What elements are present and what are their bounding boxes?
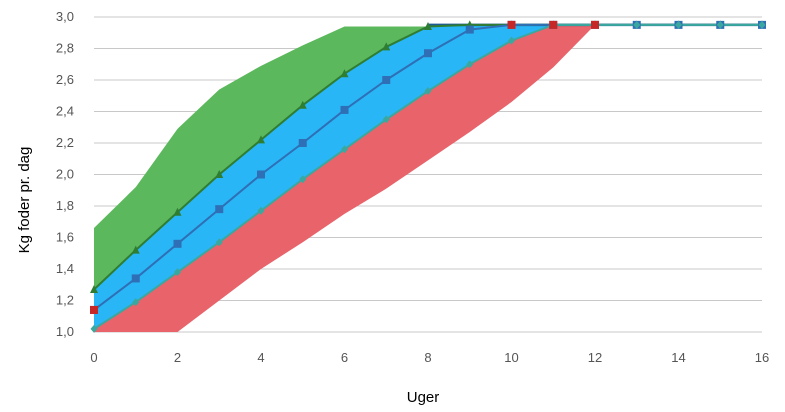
data-point	[131, 245, 140, 254]
data-point	[508, 36, 515, 45]
data-point	[424, 49, 432, 58]
series-markers	[90, 20, 766, 333]
data-point	[675, 20, 682, 29]
data-point	[633, 20, 641, 29]
data-point	[90, 324, 98, 333]
data-point	[382, 115, 390, 124]
data-point	[758, 20, 766, 29]
tick-labels: 1,0 1,2 1,4 1,6 1,8 2,0 2,2 2,4 2,6 2,8 3,0 0 2 4 6 8 10…	[56, 9, 769, 365]
x-axis-title: Uger	[407, 389, 440, 406]
data-point	[132, 298, 140, 307]
data-point	[215, 238, 223, 247]
data-point	[215, 205, 224, 214]
x-tick-label: 16	[755, 350, 769, 365]
y-tick-label: 2,8	[56, 41, 74, 56]
data-point	[549, 20, 558, 29]
y-tick-label: 2,0	[56, 167, 74, 182]
data-point	[298, 139, 307, 147]
data-point	[591, 20, 599, 29]
y-tick-label: 1,4	[56, 261, 74, 276]
data-point	[90, 305, 98, 314]
data-point	[174, 268, 181, 277]
data-point	[257, 135, 265, 144]
range-band	[94, 24, 595, 332]
data-point	[299, 175, 307, 184]
y-tick-label: 1,6	[56, 230, 74, 245]
x-tick-label: 4	[257, 350, 264, 365]
data-point	[507, 20, 516, 29]
data-point	[131, 274, 140, 283]
y-tick-label: 1,2	[56, 293, 74, 308]
y-tick-label: 2,2	[56, 135, 74, 150]
y-tick-label: 3,0	[56, 9, 74, 24]
data-point	[298, 100, 307, 109]
data-point	[465, 25, 474, 34]
range-band	[94, 26, 428, 290]
data-point	[466, 60, 474, 69]
data-point	[424, 21, 432, 30]
y-tick-label: 1,8	[56, 198, 74, 213]
data-point	[90, 284, 98, 293]
x-tick-label: 2	[174, 350, 181, 365]
y-axis-title: Kg foder pr. dag	[16, 147, 33, 254]
data-point	[382, 76, 391, 84]
x-tick-label: 8	[424, 350, 431, 365]
x-tick-label: 12	[588, 350, 602, 365]
data-point	[340, 105, 349, 114]
data-point	[173, 239, 182, 248]
x-tick-label: 6	[341, 350, 348, 365]
x-tick-label: 10	[504, 350, 518, 365]
data-point	[340, 69, 349, 78]
data-point	[257, 206, 265, 215]
y-tick-label: 2,4	[56, 104, 74, 119]
data-point	[215, 170, 224, 178]
y-tick-label: 2,6	[56, 72, 74, 87]
data-point	[382, 42, 391, 51]
x-tick-label: 14	[671, 350, 685, 365]
y-tick-label: 1,0	[56, 324, 74, 339]
x-tick-label: 0	[90, 350, 97, 365]
data-point	[257, 170, 265, 179]
data-point	[341, 145, 348, 154]
data-point	[716, 20, 724, 29]
data-point	[173, 207, 182, 216]
data-point	[424, 87, 432, 96]
